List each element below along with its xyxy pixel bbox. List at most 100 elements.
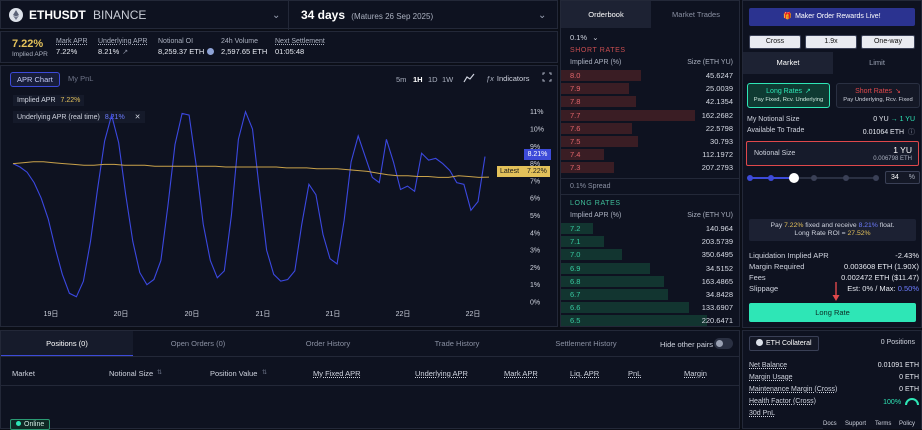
- stat-value: 7.22%: [56, 47, 78, 56]
- fullscreen-icon[interactable]: [542, 72, 552, 84]
- depth-bar: [561, 249, 622, 261]
- gift-icon: 🎁: [783, 13, 793, 20]
- summary-fixed: 7.22%: [784, 222, 804, 229]
- position-mode-button[interactable]: One-way: [861, 35, 915, 49]
- info-icon: ⓘ: [908, 129, 915, 136]
- apr-line-chart[interactable]: 11% 10% 9% 8% 7% 6% 5% 4% 3% 2% 1% 0% 19日 20日 20日 21日 21…: [1, 66, 557, 326]
- chevron-down-icon[interactable]: ⌄: [538, 10, 547, 21]
- y-tick-label: 6%: [530, 196, 540, 203]
- tab-apr-chart[interactable]: APR Chart: [10, 72, 60, 87]
- slider-percent-input[interactable]: 34 %: [885, 171, 920, 184]
- short-rate-row[interactable]: 7.3 207.2793: [561, 161, 739, 174]
- tab-settlement-history[interactable]: Settlement History: [555, 339, 617, 348]
- column-notional-size[interactable]: Notional Size: [109, 369, 154, 378]
- long-rate-row[interactable]: 6.7 34.8428: [561, 288, 739, 301]
- long-rate-row[interactable]: 6.8 163.4865: [561, 275, 739, 288]
- notional-size-input[interactable]: Notional Size 1 YU 0.006798 ETH: [746, 141, 919, 166]
- slippage-max[interactable]: 0.50%: [897, 284, 919, 293]
- line-style-icon[interactable]: [463, 72, 475, 86]
- chevron-down-icon[interactable]: ⌄: [272, 10, 281, 21]
- row-value: 0.01091 ETH: [877, 362, 919, 369]
- short-rate-row[interactable]: 8.0 45.6247: [561, 69, 739, 82]
- short-rate-row[interactable]: 7.6 22.5798: [561, 122, 739, 135]
- close-icon[interactable]: ✕: [134, 114, 141, 121]
- interval-1d[interactable]: 1D: [428, 75, 438, 84]
- duration-label: 34 days: [301, 8, 346, 22]
- hide-other-pairs-label: Hide other pairs: [660, 340, 713, 349]
- short-rate-row[interactable]: 7.5 30.793: [561, 135, 739, 148]
- short-rate-row[interactable]: 7.4 112.1972: [561, 148, 739, 161]
- maker-rewards-banner[interactable]: 🎁 Maker Order Rewards Live!: [749, 8, 915, 26]
- sort-icon: ⇅: [157, 370, 163, 376]
- rate-size: 133.6907: [701, 303, 733, 313]
- rate-price: 7.3: [570, 163, 581, 173]
- depth-bar: [561, 70, 642, 81]
- interval-5m[interactable]: 5m: [396, 75, 407, 84]
- tab-limit[interactable]: Limit: [869, 58, 885, 67]
- tab-my-pnl[interactable]: My PnL: [68, 74, 94, 83]
- tab-orderbook[interactable]: Orderbook: [561, 1, 651, 28]
- x-tick-label: 20日: [185, 310, 200, 318]
- short-rate-row[interactable]: 7.8 42.1354: [561, 95, 739, 108]
- market-selector[interactable]: ETHUSDT BINANCE: [29, 8, 146, 22]
- long-rate-row[interactable]: 6.9 34.5152: [561, 262, 739, 275]
- long-rate-row[interactable]: 6.5 220.6471: [561, 314, 739, 327]
- external-link-icon[interactable]: ↗: [122, 49, 129, 56]
- interval-1h[interactable]: 1H: [413, 75, 423, 84]
- footer-link-support[interactable]: Support: [845, 421, 867, 427]
- column-header-size: Size (ETH YU): [687, 59, 733, 66]
- footer-link-policy[interactable]: Policy: [899, 421, 916, 427]
- underlying-apr-line: [12, 109, 486, 298]
- rate-size: 45.6247: [705, 71, 733, 80]
- collateral-row: Health Factor (Cross) 100%: [749, 398, 919, 408]
- long-rates-button[interactable]: Long Rates ↗ Pay Fixed, Rcv. Underlying: [747, 83, 830, 108]
- margin-mode-button[interactable]: Cross: [749, 35, 801, 49]
- size-slider[interactable]: [747, 173, 879, 183]
- short-rates-list: 8.0 45.6247 7.9 25.0039 7.8 42.1354 7.7 162.268…: [561, 69, 739, 175]
- long-rate-row[interactable]: 7.1 203.5739: [561, 235, 739, 248]
- rate-size: 34.5152: [705, 263, 733, 273]
- depth-bar: [561, 236, 604, 248]
- banner-text: Maker Order Rewards Live!: [795, 13, 881, 20]
- footer-link-terms[interactable]: Terms: [875, 421, 892, 427]
- y-tick-label: 4%: [530, 230, 540, 237]
- collateral-row: Margin Usage 0 ETH: [749, 374, 919, 384]
- tab-positions[interactable]: Positions (0): [1, 331, 133, 356]
- rate-size: 140.964: [705, 224, 733, 233]
- short-rate-row[interactable]: 7.9 25.0039: [561, 82, 739, 95]
- column-liq-apr: Liq. APR: [570, 369, 600, 378]
- long-rate-submit-button[interactable]: Long Rate: [749, 303, 916, 322]
- long-rates-list: 7.2 140.964 7.1 203.5739 7.0 350.6495 6.9 34.51…: [561, 222, 739, 328]
- rate-size: 25.0039: [705, 84, 733, 94]
- interval-1w[interactable]: 1W: [442, 75, 454, 84]
- tab-open-orders[interactable]: Open Orders (0): [170, 339, 226, 348]
- stat-24h-volume: 24h Volume 2,597.65 ETH: [221, 38, 267, 56]
- long-rate-row[interactable]: 7.2 140.964: [561, 222, 739, 235]
- maturity-selector[interactable]: 34 days (Matures 26 Sep 2025): [301, 8, 433, 22]
- hide-other-pairs-toggle[interactable]: [714, 338, 733, 349]
- short-rate-row[interactable]: 7.7 162.2682: [561, 109, 739, 122]
- tab-market[interactable]: Market: [743, 52, 833, 74]
- short-rates-button[interactable]: Short Rates ↘ Pay Underlying, Rcv. Fixed: [836, 83, 920, 108]
- leverage-button[interactable]: 1.9x: [805, 35, 857, 49]
- long-rate-row[interactable]: 6.6 133.6907: [561, 301, 739, 314]
- column-position-value[interactable]: Position Value: [210, 369, 258, 378]
- precision-select[interactable]: 0.1% ⌄: [570, 33, 599, 42]
- slider-handle[interactable]: [789, 173, 799, 183]
- footer-links: Docs Support Terms Policy: [823, 420, 921, 429]
- column-header-apr: Implied APR (%): [570, 59, 622, 66]
- indicators-button[interactable]: ƒx Indicators: [486, 74, 529, 83]
- summary-text: Pay: [770, 222, 785, 229]
- tab-order-history[interactable]: Order History: [305, 339, 351, 348]
- y-tick-label: 10%: [530, 126, 544, 133]
- long-rate-row[interactable]: 7.0 350.6495: [561, 248, 739, 261]
- health-gauge-icon: [905, 398, 919, 408]
- y-tick-label: 7%: [530, 178, 540, 185]
- tab-trade-history[interactable]: Trade History: [434, 339, 480, 348]
- summary-text: fixed and receive: [803, 222, 859, 229]
- collateral-row: Maintenance Margin (Cross) 0 ETH: [749, 386, 919, 396]
- collateral-selector[interactable]: ETH Collateral: [749, 336, 819, 351]
- rate-price: 7.5: [570, 137, 581, 146]
- tab-market-trades[interactable]: Market Trades: [672, 10, 720, 19]
- footer-link-docs[interactable]: Docs: [823, 421, 837, 427]
